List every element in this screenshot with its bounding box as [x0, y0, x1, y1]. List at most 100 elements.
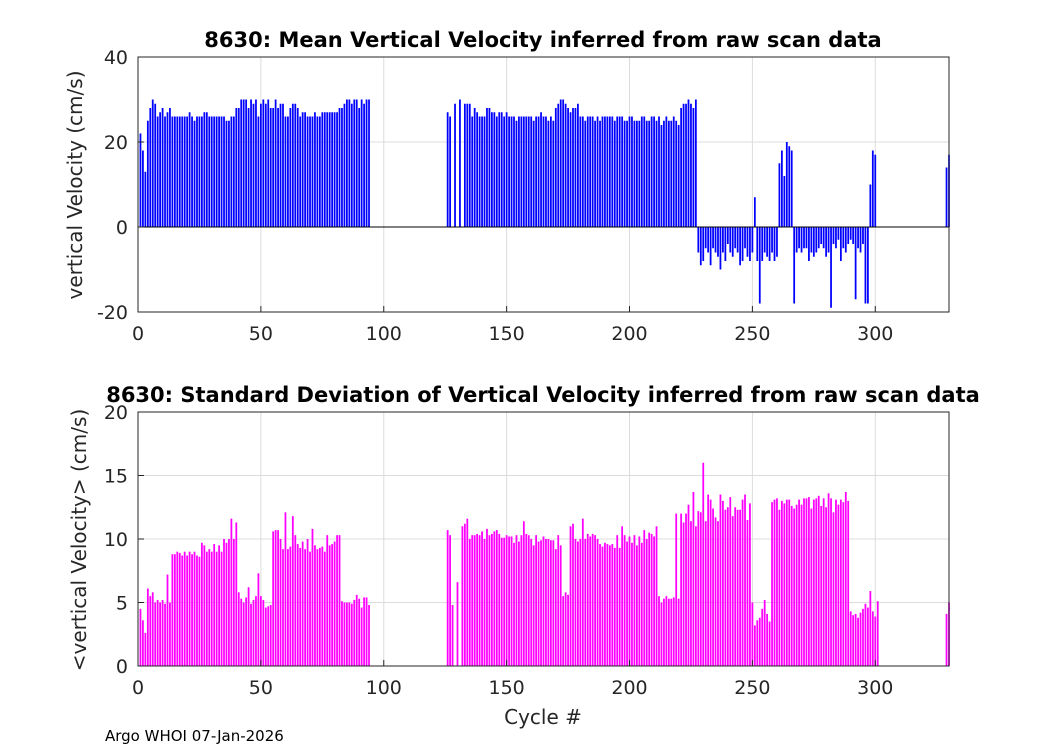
- std-bar: [749, 503, 751, 666]
- mean-bar: [778, 163, 781, 227]
- mean-bar: [724, 227, 727, 261]
- std-bar: [800, 504, 803, 666]
- std-bar: [636, 545, 638, 666]
- std-bar: [215, 551, 218, 666]
- mean-bar: [449, 116, 451, 227]
- footer-credit: Argo WHOI 07-Jan-2026: [105, 727, 284, 745]
- std-bar: [601, 546, 604, 666]
- std-bar: [498, 533, 501, 666]
- std-bar: [304, 549, 306, 666]
- mean-bar: [532, 120, 535, 227]
- std-bar: [191, 554, 193, 666]
- std-bar: [149, 596, 152, 666]
- mean-bar: [341, 108, 343, 227]
- mean-bar: [306, 116, 309, 227]
- std-bar: [446, 530, 449, 666]
- std-bar: [161, 599, 164, 666]
- mean-bar: [181, 116, 184, 227]
- std-bar: [562, 596, 565, 666]
- mean-bar: [542, 116, 545, 227]
- mean-bar: [169, 108, 171, 227]
- mean-bar: [161, 108, 164, 227]
- mean-bar: [660, 125, 663, 227]
- std-bar: [707, 494, 710, 666]
- mean-bar: [159, 112, 161, 227]
- mean-bar: [193, 120, 196, 227]
- std-bar: [363, 597, 365, 666]
- std-bar: [621, 526, 624, 666]
- std-bar: [262, 599, 265, 666]
- mean-bar: [336, 112, 338, 227]
- std-velocity-axes: 8630: Standard Deviation of Vertical Vel…: [67, 383, 980, 729]
- mean-bar: [672, 116, 675, 227]
- mean-bar: [530, 116, 533, 227]
- std-bar: [532, 545, 535, 666]
- mean-bar: [663, 120, 665, 227]
- std-bar: [859, 612, 862, 666]
- std-bar: [677, 598, 680, 666]
- std-bar: [503, 537, 506, 666]
- mean-bar: [577, 103, 579, 227]
- mean-bar: [491, 112, 493, 227]
- std-bar: [699, 512, 702, 666]
- std-x-tick-label: 50: [249, 677, 273, 699]
- mean-bar: [326, 112, 329, 227]
- mean-bar: [729, 227, 732, 253]
- mean-bar: [621, 116, 624, 227]
- std-bar: [451, 605, 454, 666]
- mean-bar: [596, 116, 599, 227]
- std-bar: [871, 611, 874, 666]
- std-bar: [739, 509, 741, 666]
- std-bar: [687, 504, 690, 666]
- mean-bar: [218, 116, 220, 227]
- mean-bar: [945, 167, 948, 227]
- mean-bar: [333, 112, 336, 227]
- std-bar: [201, 542, 203, 666]
- std-bar: [726, 507, 729, 666]
- std-bar: [336, 535, 338, 666]
- cycle-x-axis-label: Cycle #: [504, 705, 582, 729]
- mean-x-tick-label: 250: [734, 323, 770, 345]
- mean-bar: [763, 227, 766, 253]
- std-bar: [527, 535, 530, 666]
- std-bar: [456, 582, 459, 666]
- mean-bar: [628, 116, 631, 227]
- mean-y-tick-label: -20: [97, 302, 128, 324]
- mean-axes-box: [137, 56, 950, 313]
- mean-bar: [535, 116, 538, 227]
- std-bar: [596, 539, 599, 666]
- std-bar: [461, 526, 464, 666]
- mean-bar: [245, 99, 248, 227]
- mean-bar: [358, 108, 361, 227]
- mean-bar: [235, 108, 238, 227]
- mean-bar: [815, 227, 818, 253]
- std-bar: [589, 536, 592, 666]
- mean-bar: [761, 227, 764, 261]
- mean-bar: [785, 142, 788, 227]
- mean-bar: [483, 116, 486, 227]
- mean-bar: [825, 227, 828, 257]
- mean-x-tick-label: 100: [366, 323, 402, 345]
- mean-x-tick-label: 300: [857, 323, 893, 345]
- std-bar: [554, 549, 557, 666]
- mean-bar: [527, 116, 530, 227]
- std-bar: [839, 499, 842, 666]
- mean-bar: [151, 99, 154, 227]
- std-bar: [552, 540, 555, 666]
- std-x-tick-label: 0: [132, 677, 144, 699]
- std-bar: [559, 545, 562, 666]
- std-bar: [481, 531, 483, 666]
- std-bar: [318, 547, 321, 666]
- mean-bar: [493, 112, 496, 227]
- mean-bar: [225, 120, 228, 227]
- std-bar: [564, 592, 567, 666]
- std-bar: [316, 549, 319, 666]
- std-bar: [741, 499, 744, 666]
- std-bar: [515, 535, 518, 666]
- mean-bar: [753, 197, 756, 227]
- std-bar: [758, 617, 761, 666]
- std-bar: [604, 542, 606, 666]
- mean-bar: [594, 120, 596, 227]
- std-bar: [250, 603, 252, 666]
- mean-bar: [473, 108, 476, 227]
